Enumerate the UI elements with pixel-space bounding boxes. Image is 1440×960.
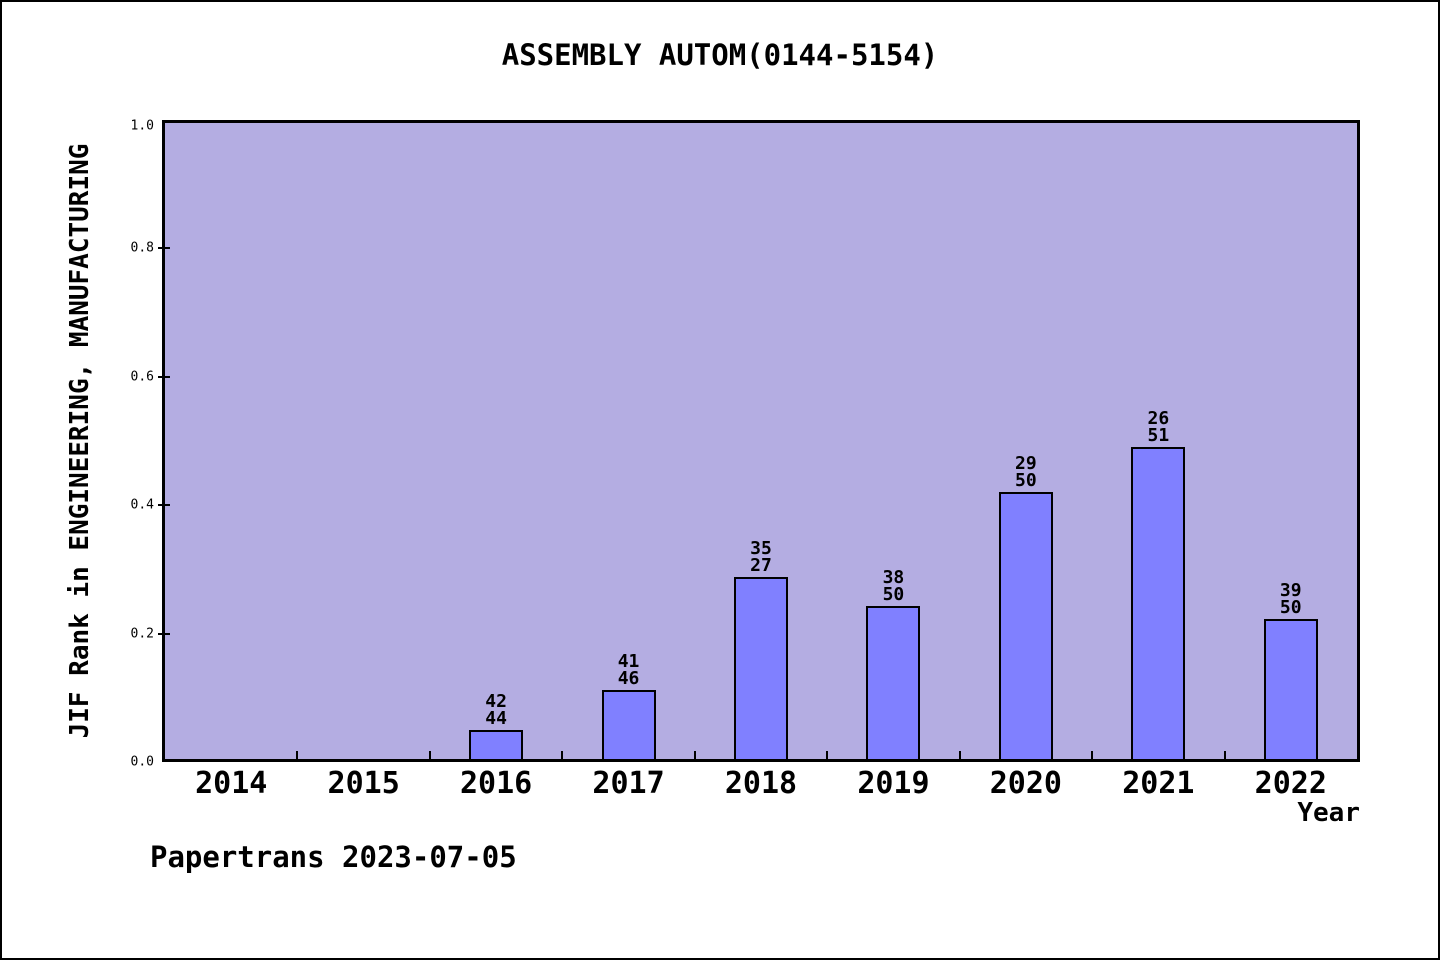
x-tick-label-2019: 2019 xyxy=(857,766,930,801)
bar-label-2017: 41 46 xyxy=(617,650,640,689)
x-tick-label-2020: 2020 xyxy=(989,766,1062,801)
y-tick-label-1.0: 1.0 xyxy=(130,118,154,134)
x-tick-mark xyxy=(561,751,564,759)
x-tick-label-2017: 2017 xyxy=(592,766,665,801)
y-tick-label-0.2: 0.2 xyxy=(130,626,154,642)
x-tick-label-2015: 2015 xyxy=(327,766,400,801)
bar-label-2019: 38 50 xyxy=(882,567,905,606)
bar-label-2022: 39 50 xyxy=(1279,580,1302,619)
x-tick-mark xyxy=(1223,751,1226,759)
x-tick-label-2018: 2018 xyxy=(724,766,798,801)
bar-2022 xyxy=(1263,619,1318,759)
x-tick-label-2021: 2021 xyxy=(1122,766,1195,801)
y-tick-mark xyxy=(158,632,170,635)
plot-area: 42 44 41 46 35 27 38 50 29 50 26 51 39 50 xyxy=(162,120,1360,762)
x-tick-label-2014: 2014 xyxy=(195,766,268,801)
bar-2017 xyxy=(601,689,656,759)
x-tick-mark xyxy=(826,751,829,759)
x-tick-label-2022: 2022 xyxy=(1254,766,1327,801)
bar-2018 xyxy=(734,577,788,759)
x-axis-label: Year xyxy=(1297,798,1360,828)
y-tick-label-0.6: 0.6 xyxy=(130,369,154,385)
chart-title: ASSEMBLY AUTOM(0144-5154) xyxy=(501,38,939,72)
bar-label-2020: 29 50 xyxy=(1015,452,1037,491)
x-tick-mark xyxy=(428,751,431,759)
y-tick-label-0.8: 0.8 xyxy=(130,240,154,256)
y-tick-mark xyxy=(158,375,170,378)
y-tick-label-0.0: 0.0 xyxy=(130,754,154,770)
x-tick-label-2016: 2016 xyxy=(459,766,533,801)
y-tick-mark xyxy=(158,247,170,250)
bar-2016 xyxy=(469,730,524,759)
x-tick-mark xyxy=(958,751,961,759)
footer-watermark: Papertrans 2023-07-05 xyxy=(150,840,517,874)
bar-label-2021: 26 51 xyxy=(1147,408,1170,447)
x-tick-mark xyxy=(1091,751,1094,759)
x-tick-mark xyxy=(296,751,299,759)
bar-2020 xyxy=(998,491,1053,759)
y-tick-label-0.4: 0.4 xyxy=(130,497,154,513)
y-tick-mark xyxy=(158,504,170,507)
bar-2019 xyxy=(866,606,921,759)
bar-2021 xyxy=(1131,447,1186,759)
x-tick-mark xyxy=(693,751,696,759)
y-axis-label: JIF Rank in ENGINEERING, MANUFACTURING xyxy=(65,143,95,739)
bar-label-2018: 35 27 xyxy=(750,538,772,577)
bar-label-2016: 42 44 xyxy=(485,691,507,730)
